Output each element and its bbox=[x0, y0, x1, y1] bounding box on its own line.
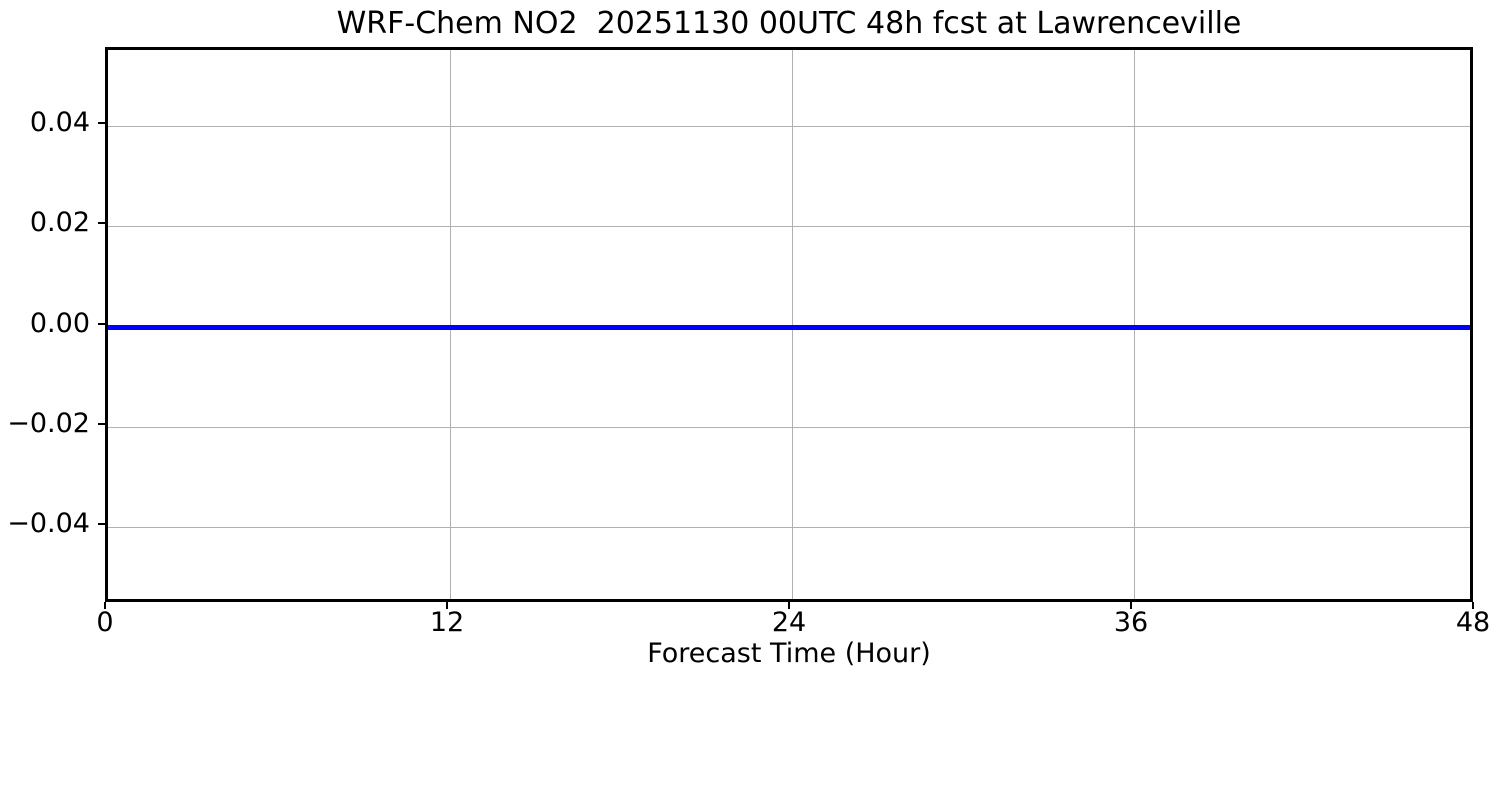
x-axis-label: Forecast Time (Hour) bbox=[647, 638, 931, 669]
tick-x-24 bbox=[788, 602, 790, 609]
gridline-vertical-12 bbox=[450, 50, 451, 599]
chart-title: WRF-Chem NO2 20251130 00UTC 48h fcst at … bbox=[336, 6, 1242, 41]
ticklabel-y--0.04: −0.04 bbox=[7, 508, 90, 539]
ticklabel-x-12: 12 bbox=[429, 607, 465, 638]
gridline-vertical-24 bbox=[792, 50, 793, 599]
tick-x-36 bbox=[1130, 602, 1132, 609]
ticklabel-x-24: 24 bbox=[771, 607, 807, 638]
data-line-no2 bbox=[108, 325, 1470, 330]
tick-y-0.02 bbox=[98, 222, 105, 224]
ticklabel-x-36: 36 bbox=[1113, 607, 1149, 638]
ticklabel-x-48: 48 bbox=[1455, 607, 1491, 638]
gridline-vertical-36 bbox=[1134, 50, 1135, 599]
tick-x-12 bbox=[446, 602, 448, 609]
tick-y--0.04 bbox=[98, 523, 105, 525]
y-axis-label-clip-region bbox=[0, 150, 14, 610]
gridline-horizontal-0.02 bbox=[108, 226, 1470, 227]
plot-inner bbox=[108, 50, 1470, 599]
gridline-horizontal--0.04 bbox=[108, 527, 1470, 528]
ticklabel-y-0.02: 0.02 bbox=[29, 207, 90, 238]
gridline-horizontal--0.02 bbox=[108, 427, 1470, 428]
ticklabel-y-0.00: 0.00 bbox=[29, 308, 90, 339]
tick-x-48 bbox=[1472, 602, 1474, 609]
tick-x-0 bbox=[104, 602, 106, 609]
tick-y--0.02 bbox=[98, 423, 105, 425]
ticklabel-y--0.02: −0.02 bbox=[7, 408, 90, 439]
tick-y-0.04 bbox=[98, 122, 105, 124]
gridline-horizontal-0.04 bbox=[108, 126, 1470, 127]
ticklabel-x-0: 0 bbox=[96, 607, 114, 638]
ticklabel-y-0.04: 0.04 bbox=[29, 107, 90, 138]
plot-area bbox=[105, 47, 1473, 602]
tick-y-0.00 bbox=[98, 323, 105, 325]
